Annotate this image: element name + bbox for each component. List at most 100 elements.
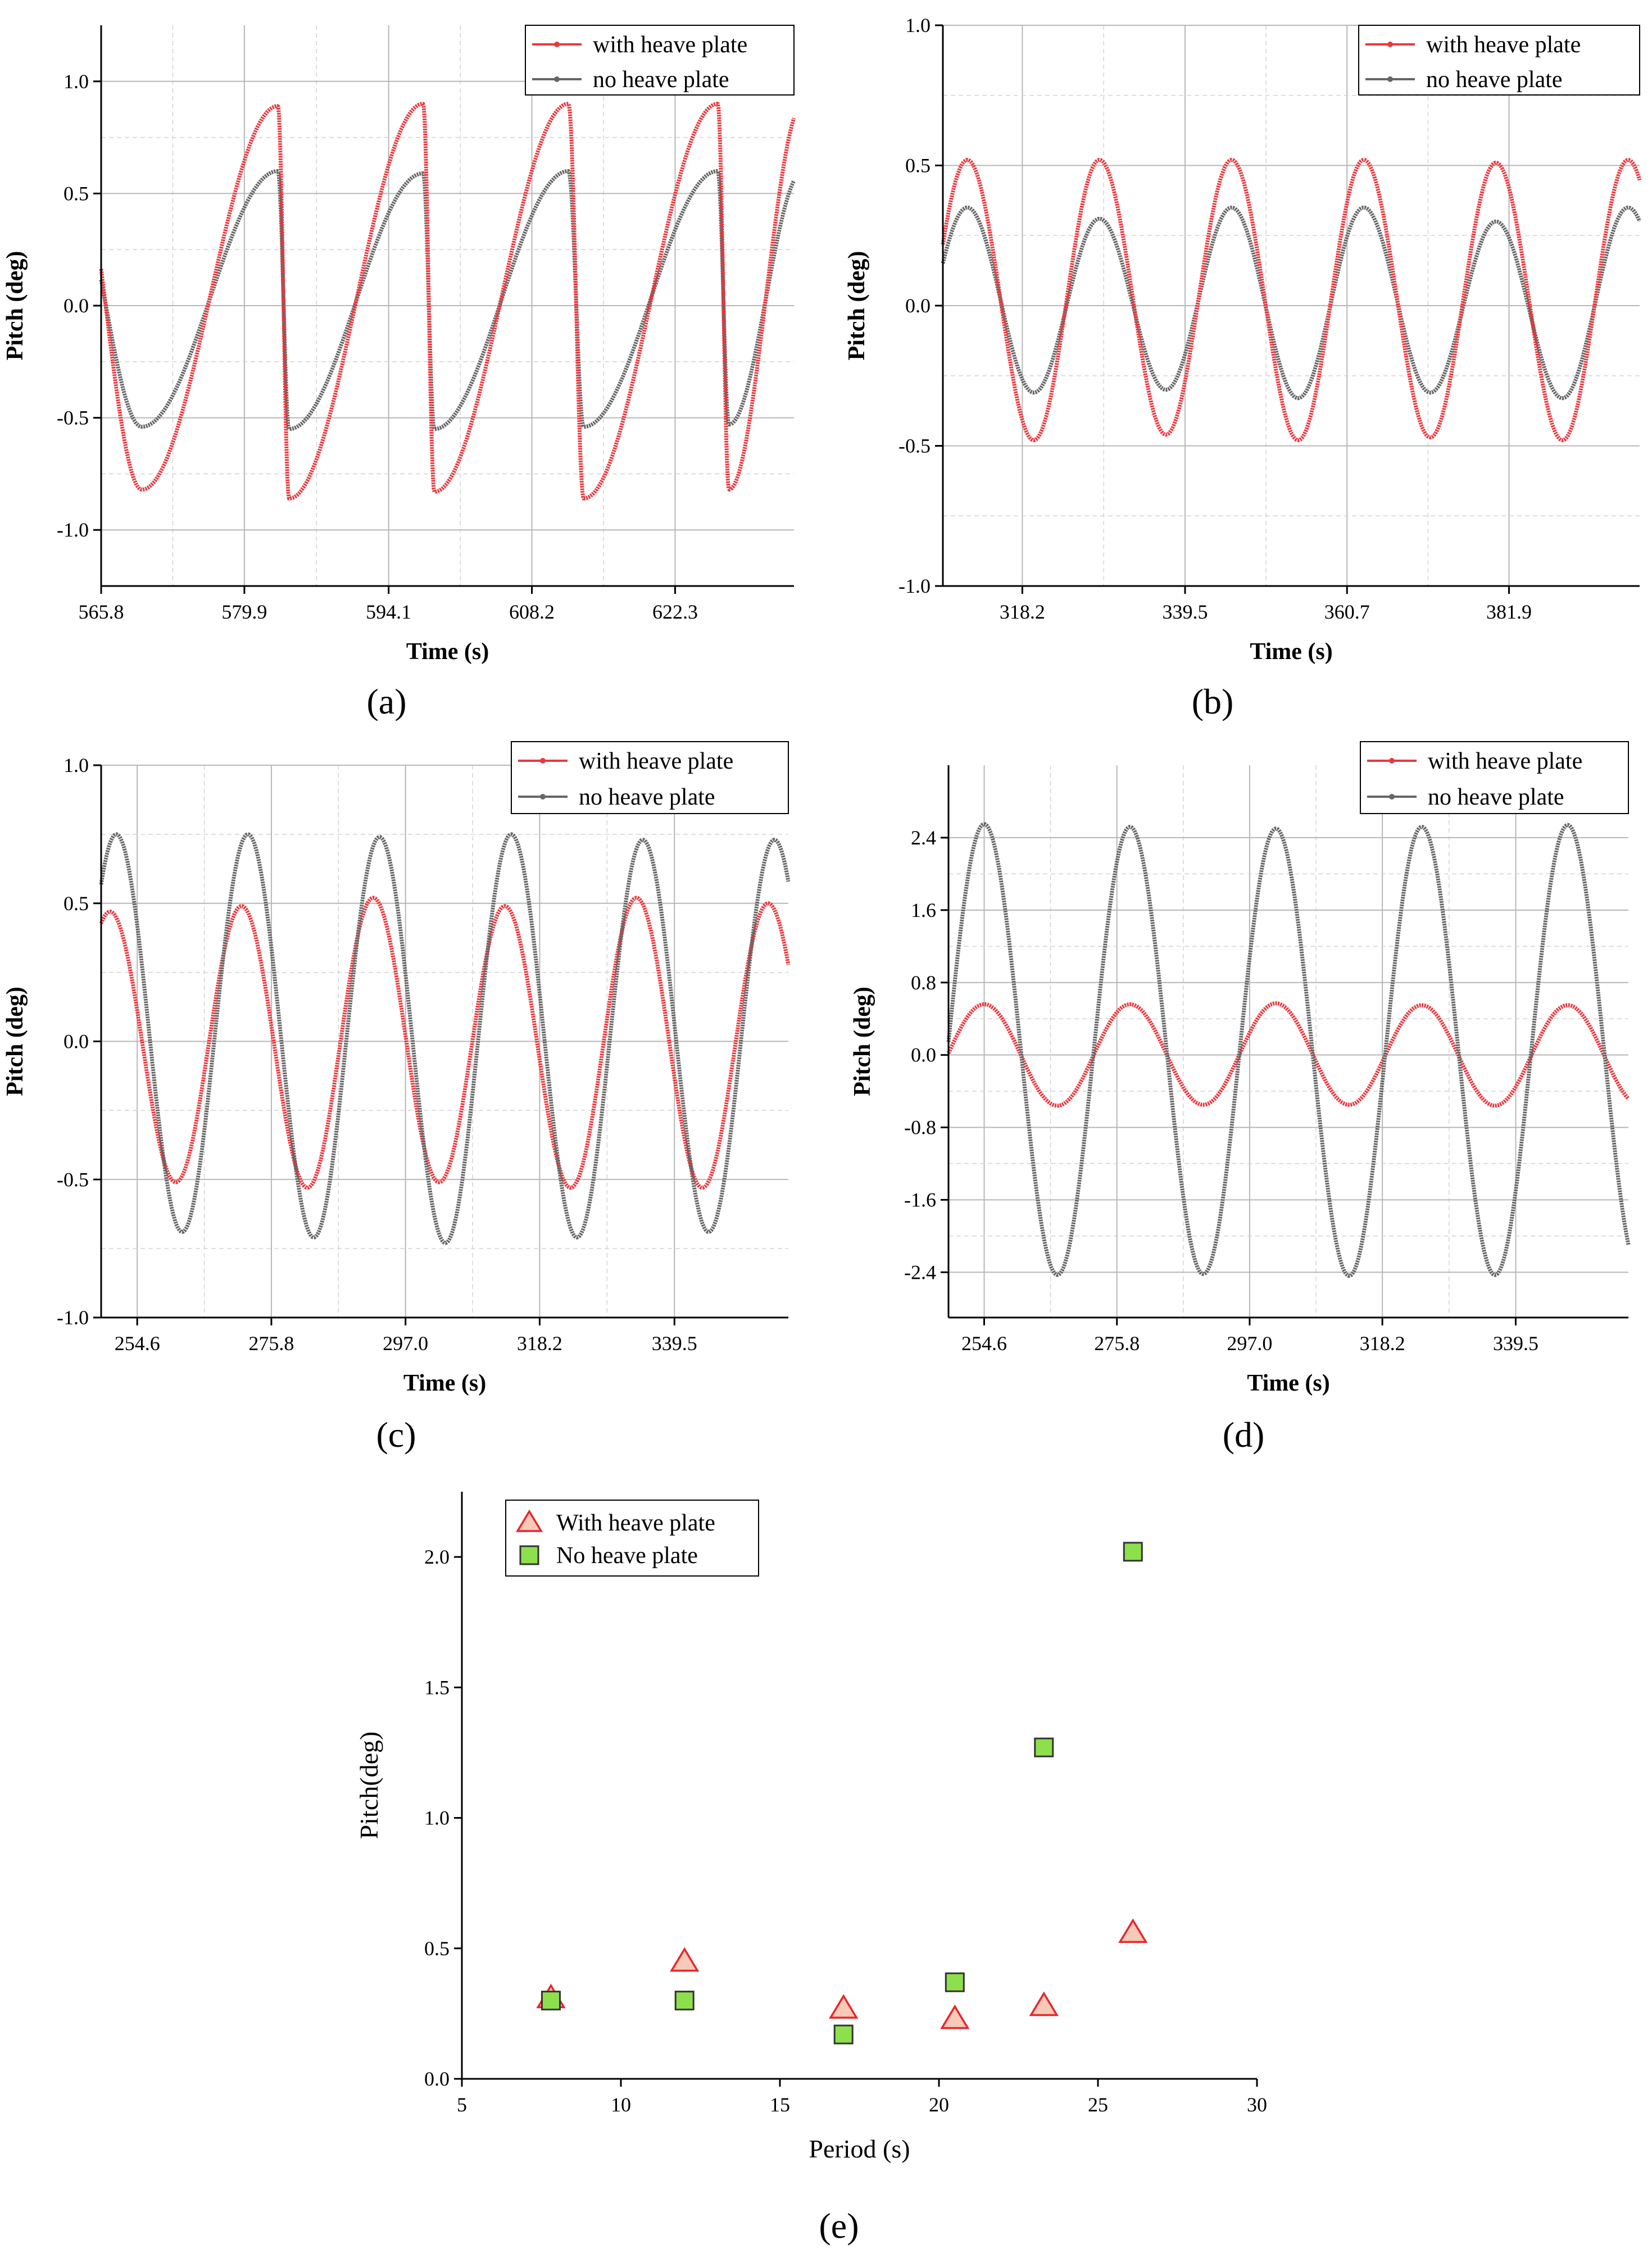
legend: With heave plate No heave plate (505, 1500, 759, 1577)
chart-d: 254.6 275.8 297.0 318.2 339.5 -2.4 -1.6 -0.8 0.0… (850, 741, 1631, 1455)
y-axis-title: Pitch (deg) (850, 987, 875, 1096)
legend-label: No heave plate (556, 1543, 698, 1569)
legend: with heave plate no heave plate (1360, 741, 1629, 814)
legend-box (1360, 741, 1629, 814)
legend-marker (540, 758, 546, 764)
x-tick-label: 381.9 (1486, 601, 1532, 623)
chart-e: 5 10 15 20 25 30 0.0 0.5 1.0 1.5 2.0 Period (s) Pitc… (355, 1492, 1267, 2246)
x-tick-label: 579.9 (221, 601, 267, 623)
legend: with heave plate no heave plate (511, 741, 789, 814)
legend-box (525, 25, 795, 96)
y-tick-label: 1.6 (911, 899, 936, 921)
data-point-triangle (1029, 1991, 1059, 2016)
y-tick-label: -2.4 (904, 1261, 936, 1283)
y-tick-label: 0.5 (905, 155, 931, 177)
x-tick-label: 20 (929, 2093, 949, 2116)
x-tick-label: 297.0 (1227, 1332, 1272, 1355)
data-point-square (1034, 1737, 1054, 1757)
y-tick-label: 0.0 (424, 2068, 450, 2090)
data-point-triangle (940, 2004, 970, 2029)
series-line-no-heave-plate (99, 832, 791, 1245)
y-tick-label: -0.5 (898, 435, 931, 457)
data-point-triangle (829, 1994, 859, 2019)
x-tick-label: 275.8 (248, 1332, 294, 1355)
legend-marker (1387, 76, 1393, 82)
legend-label: with heave plate (1426, 32, 1581, 58)
y-tick-label: 0.0 (911, 1044, 936, 1066)
legend-box (505, 1500, 759, 1577)
y-tick-label: -1.0 (57, 519, 89, 541)
x-axis-title: Period (s) (809, 2134, 910, 2163)
data-point-triangle (1118, 1918, 1148, 1943)
legend-marker (1387, 42, 1393, 47)
legend-label: no heave plate (579, 784, 715, 810)
legend-marker (554, 76, 560, 82)
y-tick-label: 1.0 (905, 14, 931, 37)
x-tick-label: 25 (1088, 2093, 1108, 2116)
panel-label: (c) (376, 1415, 416, 1455)
series-no-heave-plate (541, 1542, 1143, 2045)
x-tick-label: 318.2 (1000, 601, 1045, 623)
x-tick-label: 608.2 (509, 601, 555, 623)
x-tick-label: 275.8 (1094, 1332, 1140, 1355)
legend-box (1358, 25, 1640, 96)
y-axis-title: Pitch(deg) (355, 1732, 383, 1839)
data-point-square (1123, 1542, 1143, 1562)
y-tick-label: -0.5 (57, 407, 89, 429)
y-axis-title: Pitch (deg) (2, 251, 28, 361)
panel-label: (d) (1223, 1415, 1265, 1455)
x-axis-title: Time (s) (1250, 639, 1332, 665)
data-point-square (945, 1972, 965, 1992)
panel-label: (a) (366, 682, 406, 721)
series-line-with-heave-plate (946, 1001, 1630, 1108)
x-tick-label: 254.6 (961, 1332, 1007, 1355)
chart-b: 318.2 339.5 360.7 381.9 -1.0 -0.5 0.0 0.5 1.0 Tim… (844, 14, 1642, 721)
data-point-square (833, 2024, 854, 2045)
x-tick-label: 318.2 (517, 1332, 562, 1355)
y-tick-label: 1.0 (424, 1807, 450, 1829)
legend-marker (1389, 794, 1395, 800)
y-tick-label: 1.0 (63, 70, 89, 93)
chart-a: 565.8 579.9 594.1 608.2 622.3 -1.0 -0.5 0.0 0.5 1… (2, 25, 796, 721)
y-tick-label: 0.0 (63, 294, 89, 317)
data-point-square (674, 1991, 695, 2011)
legend-marker (554, 42, 560, 47)
series-line-with-heave-plate (99, 896, 791, 1190)
x-axis-title: Time (s) (406, 639, 489, 665)
y-tick-label: 1.0 (63, 754, 89, 776)
legend: with heave plate no heave plate (1358, 25, 1640, 96)
legend-label: no heave plate (1426, 67, 1563, 93)
y-tick-label: -0.8 (904, 1116, 936, 1139)
y-tick-label: 1.5 (424, 1676, 450, 1698)
x-tick-label: 565.8 (79, 601, 124, 623)
legend-label: with heave plate (579, 748, 733, 774)
y-tick-label: 0.5 (63, 182, 89, 205)
x-tick-label: 360.7 (1324, 601, 1370, 623)
legend-marker-triangle (515, 1509, 543, 1532)
x-tick-label: 594.1 (366, 601, 411, 623)
x-tick-label: 30 (1247, 2093, 1267, 2116)
y-tick-label: 0.0 (63, 1030, 89, 1053)
legend-label: with heave plate (593, 32, 747, 58)
y-tick-label: -0.5 (57, 1168, 89, 1191)
legend: with heave plate no heave plate (525, 25, 795, 96)
legend-label: with heave plate (1428, 748, 1582, 774)
x-tick-label: 297.0 (383, 1332, 428, 1355)
y-tick-label: 2.4 (911, 826, 936, 849)
series-line-no-heave-plate (946, 822, 1631, 1278)
y-tick-label: -1.0 (57, 1306, 89, 1329)
legend-marker (1389, 758, 1395, 764)
x-axis-title: Time (s) (403, 1370, 486, 1396)
x-axis-title: Time (s) (1247, 1370, 1329, 1396)
legend-label: no heave plate (593, 67, 729, 93)
x-tick-label: 5 (457, 2093, 467, 2116)
x-tick-label: 10 (611, 2093, 631, 2116)
legend-label: With heave plate (556, 1510, 715, 1536)
y-axis-title: Pitch (deg) (2, 987, 28, 1096)
legend-marker-square (519, 1545, 539, 1565)
series-with-heave-plate (536, 1918, 1148, 2029)
x-tick-label: 339.5 (652, 1332, 697, 1355)
y-tick-label: -1.6 (904, 1189, 936, 1211)
x-tick-label: 318.2 (1360, 1332, 1405, 1355)
